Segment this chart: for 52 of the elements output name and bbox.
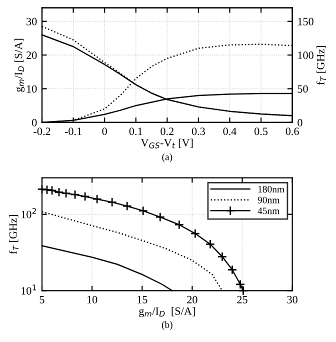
x-tick-label: 0.4 bbox=[223, 128, 237, 136]
x-tick-label: 10 bbox=[87, 296, 98, 304]
y2-tick-label: 50 bbox=[298, 85, 308, 93]
text: (b) bbox=[162, 321, 172, 330]
y-axis-title: f$_{T}$ [GHz] bbox=[8, 215, 19, 254]
y2-tick-label: 0 bbox=[298, 118, 302, 126]
point bbox=[227, 264, 238, 275]
x-tick-label: 0.2 bbox=[160, 128, 174, 136]
y-tick-label: 10$^{2}$ bbox=[22, 208, 36, 218]
y2-tick-label: 100 bbox=[298, 52, 314, 60]
text: (a) bbox=[162, 153, 172, 162]
x-tick-label: 0.1 bbox=[129, 128, 142, 136]
x-tick-label: 20 bbox=[187, 296, 198, 304]
point bbox=[80, 192, 90, 202]
legend-label: 45nm bbox=[258, 208, 280, 214]
point bbox=[122, 201, 132, 211]
y2-tick-label: 150 bbox=[298, 18, 314, 26]
y-tick-label: 30 bbox=[26, 18, 37, 26]
x-tick-label: 25 bbox=[237, 296, 248, 304]
point bbox=[138, 206, 148, 216]
x-tick-label: 0 bbox=[102, 128, 107, 136]
point bbox=[70, 190, 80, 200]
x-tick-label: 0.3 bbox=[192, 128, 205, 136]
y-tick-label: 0 bbox=[32, 118, 37, 126]
point bbox=[235, 280, 246, 290]
legend-label: 90nm bbox=[258, 196, 280, 204]
point bbox=[190, 228, 200, 238]
y-tick-label: 10 bbox=[27, 85, 37, 93]
point bbox=[61, 188, 71, 198]
x-tick-label: 0.6 bbox=[286, 128, 299, 136]
y-tick-label: 20 bbox=[26, 52, 37, 60]
point bbox=[54, 187, 64, 197]
point bbox=[174, 220, 184, 230]
x-axis-title: g$_{m}$/I$_{D}$ [S/A] bbox=[139, 307, 195, 318]
x-tick-label: -0.2 bbox=[34, 128, 50, 136]
point bbox=[238, 286, 248, 296]
x-tick-label: -0.1 bbox=[64, 128, 82, 136]
y-axis-title: g$_{m}$/I$_{D}$ [S/A] bbox=[14, 38, 25, 92]
legend-label: 180nm bbox=[258, 186, 284, 193]
point bbox=[205, 239, 216, 250]
x-tick-label: 5 bbox=[40, 296, 44, 304]
point bbox=[92, 194, 102, 204]
x-tick-label: 15 bbox=[138, 296, 148, 304]
point bbox=[47, 186, 57, 196]
x-tick-label: 30 bbox=[287, 296, 298, 304]
x-axis-title: V$_{GS}$-V$_{t}$ [V] bbox=[140, 138, 193, 148]
y-tick-label: 10$^{1}$ bbox=[22, 284, 36, 295]
point bbox=[155, 212, 166, 222]
x-tick-label: 0.5 bbox=[254, 128, 268, 136]
point bbox=[217, 252, 228, 262]
point bbox=[107, 197, 117, 208]
y2-axis-title: f$_{T}$ [GHz] bbox=[316, 46, 326, 85]
